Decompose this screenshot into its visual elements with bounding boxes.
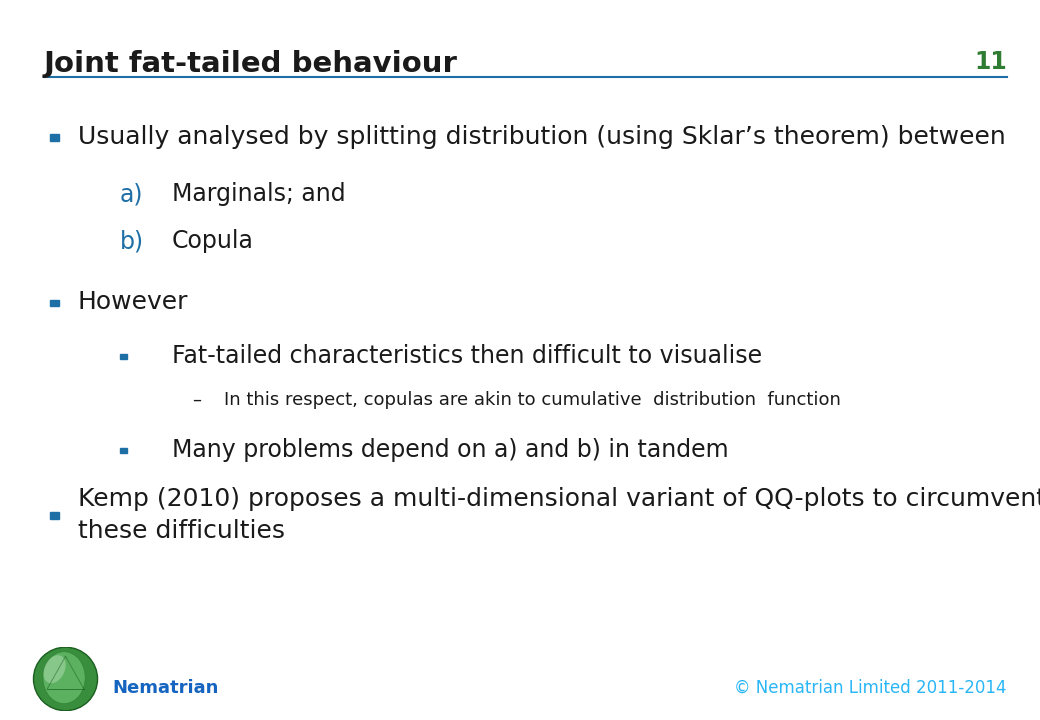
Text: Usually analysed by splitting distribution (using Sklar’s theorem) between: Usually analysed by splitting distributi…: [78, 125, 1006, 149]
Text: 11: 11: [974, 50, 1007, 74]
Text: © Nematrian Limited 2011-2014: © Nematrian Limited 2011-2014: [734, 678, 1007, 697]
Ellipse shape: [44, 655, 66, 683]
Text: Joint fat-tailed behaviour: Joint fat-tailed behaviour: [44, 50, 458, 78]
Text: a): a): [120, 182, 144, 207]
Bar: [120, 448, 127, 453]
Text: b): b): [120, 229, 144, 253]
Bar: [50, 134, 59, 140]
Ellipse shape: [43, 652, 85, 703]
Text: Nematrian: Nematrian: [112, 678, 218, 697]
Bar: [50, 300, 59, 306]
Bar: [50, 512, 59, 518]
Text: Copula: Copula: [172, 229, 254, 253]
Text: In this respect, copulas are akin to cumulative  distribution  function: In this respect, copulas are akin to cum…: [224, 390, 840, 409]
Text: –: –: [192, 390, 202, 409]
Text: Fat-tailed characteristics then difficult to visualise: Fat-tailed characteristics then difficul…: [172, 344, 761, 369]
Ellipse shape: [33, 647, 98, 711]
Text: However: However: [78, 290, 188, 315]
Text: Marginals; and: Marginals; and: [172, 182, 345, 207]
Bar: [120, 354, 127, 359]
Text: Kemp (2010) proposes a multi-dimensional variant of QQ-plots to circumvent
these: Kemp (2010) proposes a multi-dimensional…: [78, 487, 1040, 543]
Text: Many problems depend on a) and b) in tandem: Many problems depend on a) and b) in tan…: [172, 438, 728, 462]
